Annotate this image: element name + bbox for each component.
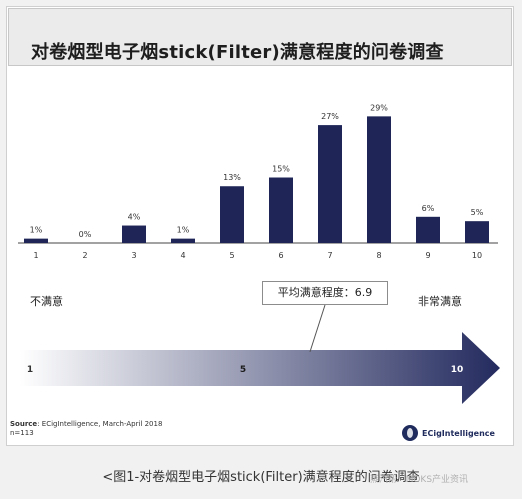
tick-label-4: 4 xyxy=(180,251,185,260)
brand-name: ECigIntelligence xyxy=(422,428,495,438)
value-label-8: 29% xyxy=(370,103,388,112)
sample-size: n=113 xyxy=(10,429,34,437)
bar-5 xyxy=(220,186,244,243)
arrow-tick-10: 10 xyxy=(451,365,464,375)
bar-1 xyxy=(24,238,48,243)
value-label-2: 0% xyxy=(79,230,92,239)
arrow-tick-group: 1 5 10 xyxy=(27,365,463,375)
arrow-tick-1: 1 xyxy=(27,365,33,375)
value-label-10: 5% xyxy=(471,208,484,217)
bar-4 xyxy=(171,238,195,243)
tick-label-3: 3 xyxy=(131,251,136,260)
value-label-4: 1% xyxy=(177,226,190,235)
satisfaction-scale-arrow xyxy=(20,332,500,404)
source-note: Source: ECigIntelligence, March-April 20… xyxy=(10,420,162,438)
value-label-9: 6% xyxy=(422,204,435,213)
bar-6 xyxy=(269,177,293,243)
bar-10 xyxy=(465,221,489,243)
page-title: 对卷烟型电子烟stick(Filter)满意程度的问卷调查 xyxy=(31,42,444,63)
tick-label-7: 7 xyxy=(327,251,332,260)
tick-label-2: 2 xyxy=(82,251,87,260)
low-satisfaction-label: 不满意 xyxy=(30,295,63,308)
value-label-3: 4% xyxy=(128,213,141,222)
value-label-7: 27% xyxy=(321,112,339,121)
value-label-1: 1% xyxy=(30,226,43,235)
value-label-group: 1% 0% 4% 1% 13% 15% 27% 29% 6% 5% xyxy=(30,103,484,239)
bar-8 xyxy=(367,116,391,243)
bar-group xyxy=(24,116,489,243)
tick-label-8: 8 xyxy=(376,251,381,260)
tick-label-5: 5 xyxy=(229,251,234,260)
source-label: Source xyxy=(10,420,38,428)
title-bar: 对卷烟型电子烟stick(Filter)满意程度的问卷调查 xyxy=(8,8,512,66)
brand: ECigIntelligence xyxy=(402,425,495,441)
figure-caption: <图1-对卷烟型电子烟stick(Filter)满意程度的问卷调查 xyxy=(102,470,420,485)
bar-7 xyxy=(318,125,342,243)
brand-logo-icon xyxy=(402,425,418,441)
callout-pointer xyxy=(309,304,326,353)
value-label-6: 15% xyxy=(272,165,290,174)
bar-3 xyxy=(122,225,146,243)
tick-label-9: 9 xyxy=(425,251,430,260)
tick-label-1: 1 xyxy=(33,251,38,260)
bar-9 xyxy=(416,216,440,243)
watermark-text: 蒸汽帮 · MOKS产业资讯 xyxy=(370,475,469,485)
tick-label-6: 6 xyxy=(278,251,283,260)
source-text: : ECigIntelligence, March-April 2018 xyxy=(37,420,163,428)
average-callout: 平均满意程度：6.9 xyxy=(262,281,388,305)
arrow-tick-5: 5 xyxy=(240,365,246,375)
tick-label-10: 10 xyxy=(472,251,482,260)
value-label-5: 13% xyxy=(223,173,241,182)
tick-label-group: 1 2 3 4 5 6 7 8 9 10 xyxy=(33,251,482,260)
high-satisfaction-label: 非常满意 xyxy=(418,295,462,308)
